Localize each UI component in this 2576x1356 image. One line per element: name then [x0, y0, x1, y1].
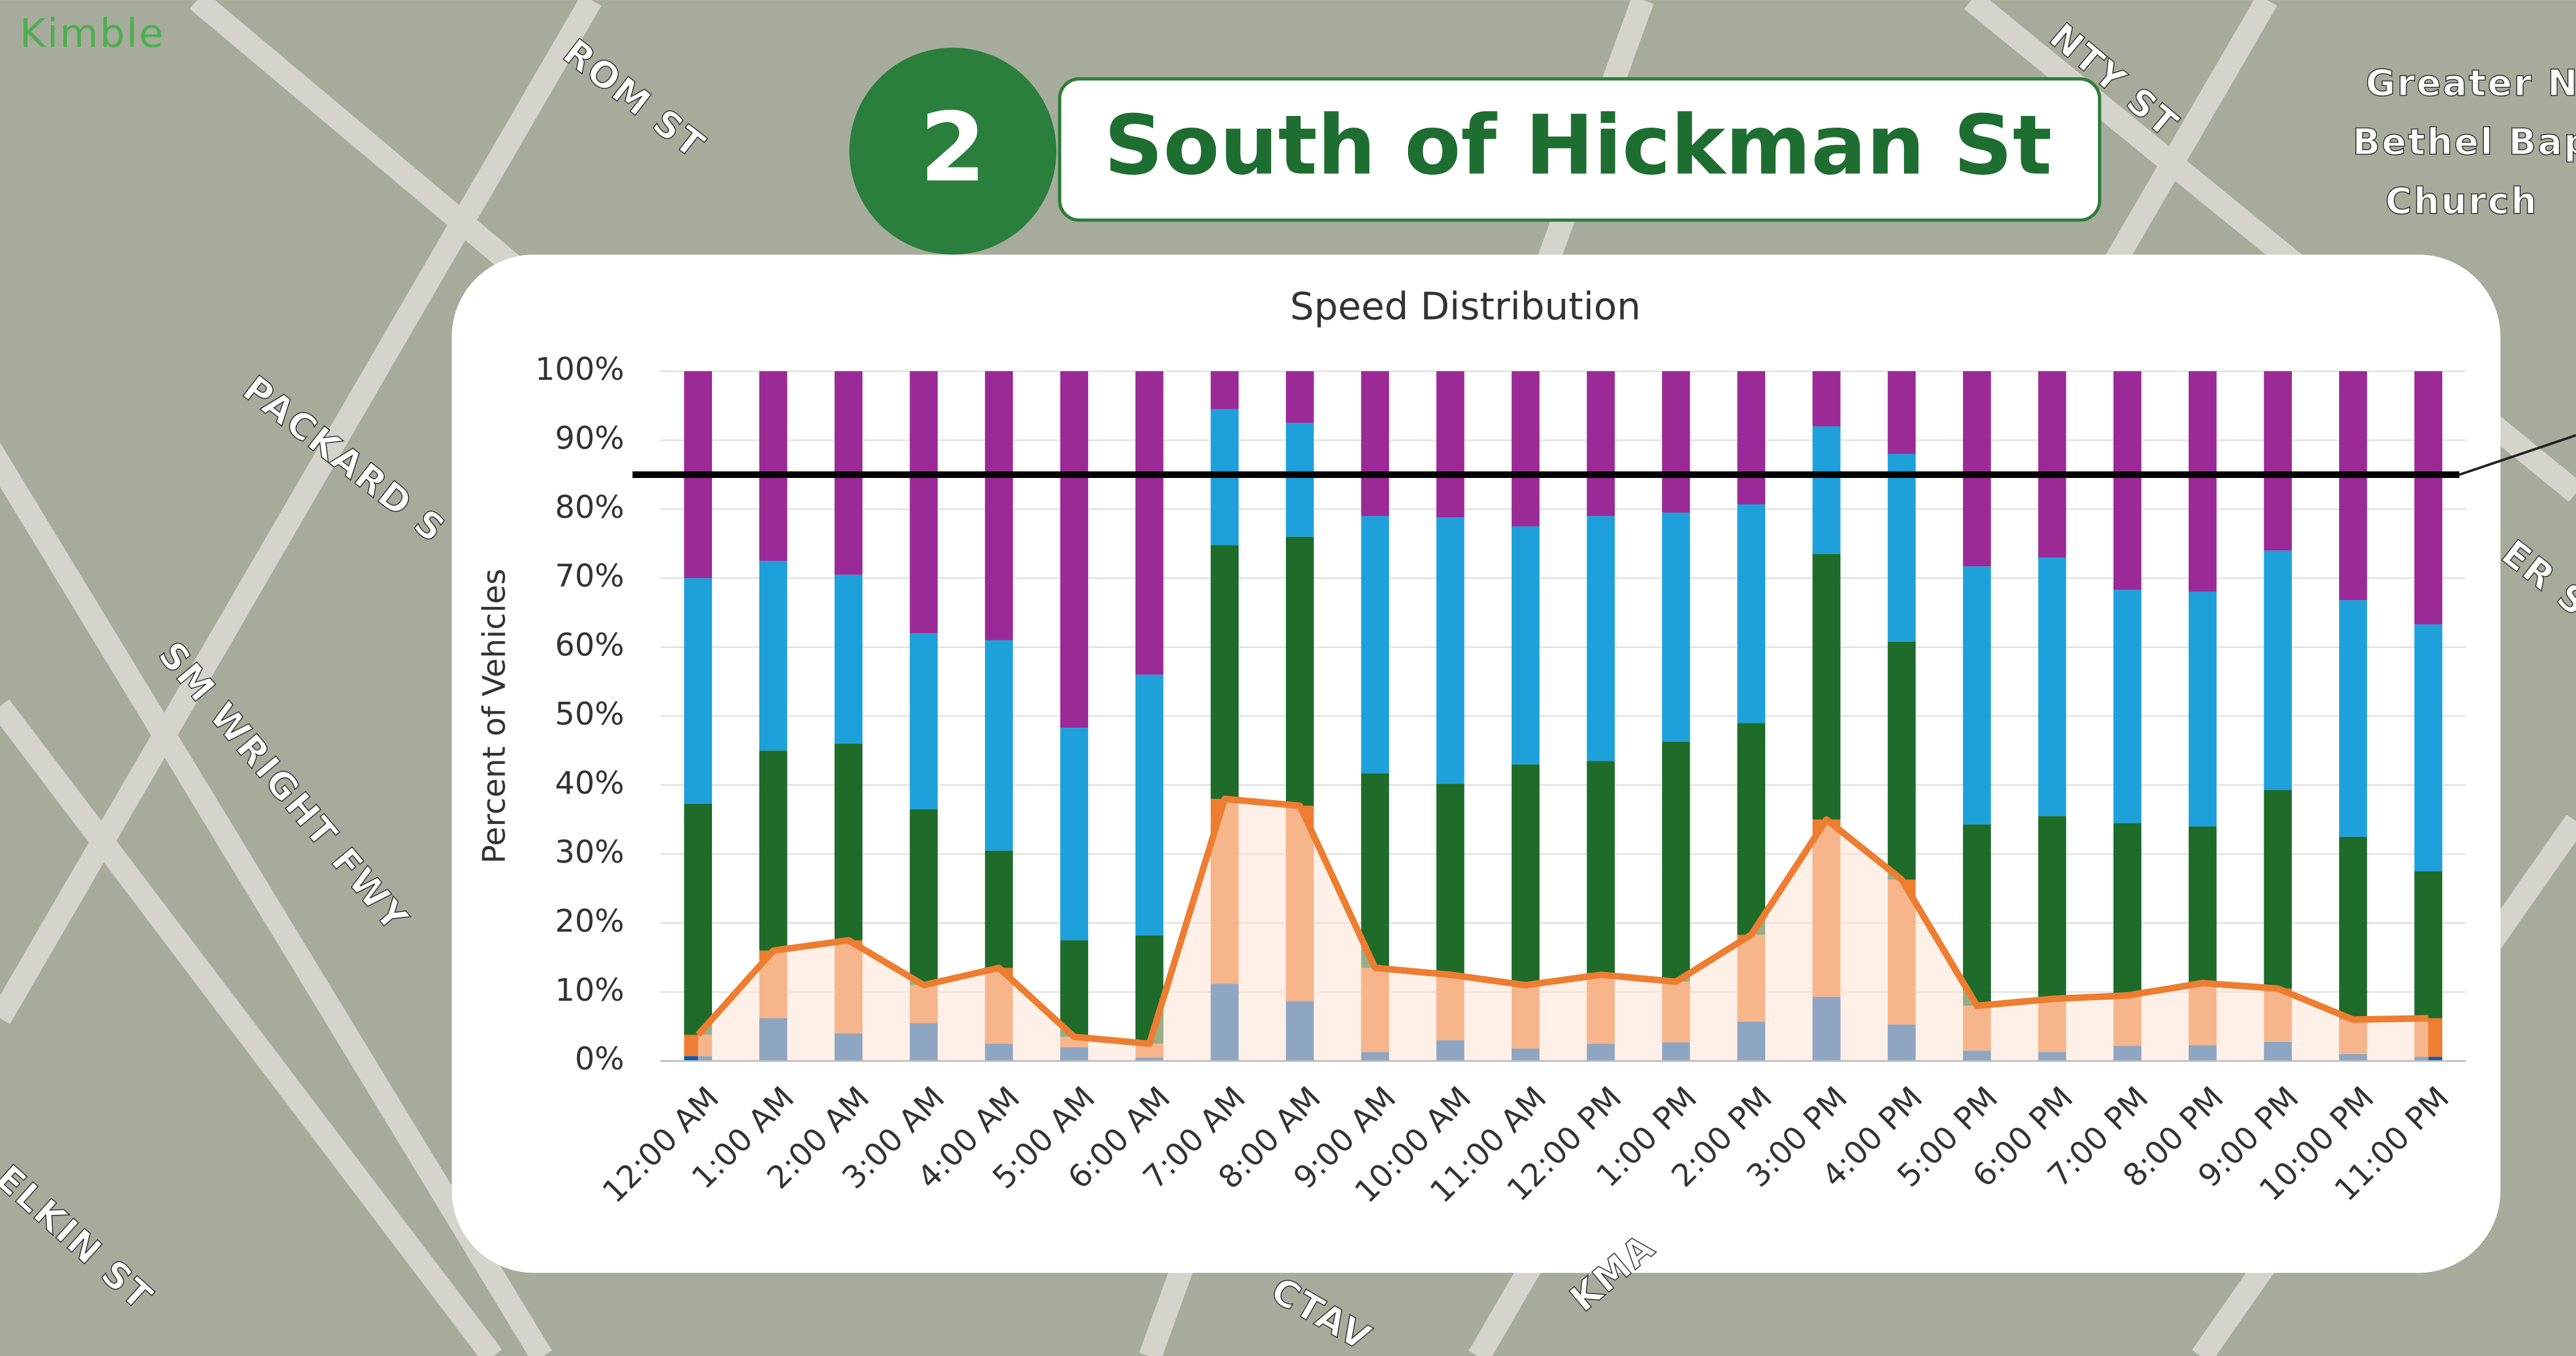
bar-segment	[1286, 371, 1314, 423]
bar-segment	[2038, 816, 2067, 999]
bar-segment	[2339, 837, 2367, 1020]
bar-segment	[2113, 823, 2141, 995]
bar-segment	[1587, 761, 1615, 975]
bar-segment	[985, 850, 1013, 968]
y-tick-label: 10%	[555, 972, 624, 1008]
bar-segment	[1662, 512, 1690, 741]
bar-segment	[2038, 371, 2067, 558]
bar-segment	[759, 750, 787, 950]
bar-segment	[1060, 728, 1088, 940]
bar-segment	[2264, 371, 2292, 550]
bar-segment	[1135, 675, 1164, 936]
bar-segment	[1587, 516, 1615, 761]
bar-segment	[1436, 517, 1464, 784]
bar-segment	[1361, 371, 1390, 516]
bar-segment	[1662, 742, 1690, 982]
y-tick-label: 80%	[555, 489, 624, 525]
bar-segment	[910, 633, 938, 809]
bar-segment	[2038, 558, 2067, 817]
bar-segment	[1512, 526, 1540, 765]
bar-segment	[1436, 371, 1464, 517]
bar-segment	[1888, 642, 1916, 880]
bar-segment	[684, 578, 713, 804]
bar-segment	[759, 561, 787, 750]
bar-segment	[1812, 426, 1841, 554]
bar-segment	[759, 371, 787, 561]
bar-segment	[2415, 625, 2443, 871]
bar-segment	[2189, 371, 2217, 592]
bar-segment	[1211, 545, 1239, 799]
screen: 2 South of Hickman St Speed Distribution…	[0, 0, 2576, 1356]
bar-segment	[2113, 371, 2141, 590]
bar-segment	[1286, 537, 1314, 806]
bar-segment	[2339, 371, 2367, 600]
map-label: Church	[2386, 180, 2539, 222]
bar-segment	[1662, 371, 1690, 512]
bar-segment	[1963, 825, 1991, 1006]
y-tick-label: 20%	[555, 903, 624, 939]
bar-segment	[1738, 504, 1766, 723]
chart-title: Speed Distribution	[1290, 284, 1641, 328]
bar-segment	[835, 744, 863, 940]
bar-segment	[1361, 516, 1390, 773]
bar-segment	[2113, 590, 2141, 823]
bar-segment	[1512, 765, 1540, 985]
y-tick-label: 100%	[535, 351, 624, 387]
y-tick-label: 60%	[555, 627, 624, 663]
bar-segment	[910, 809, 938, 985]
bar-segment	[2415, 371, 2443, 625]
map-label: Greater N	[2365, 61, 2576, 104]
bar-segment	[1512, 371, 1540, 526]
bar-segment	[910, 371, 938, 633]
bar-segment	[2264, 790, 2292, 988]
y-tick-label: 40%	[555, 765, 624, 801]
bar-segment	[1286, 423, 1314, 536]
y-tick-label: 0%	[574, 1041, 624, 1077]
bar-segment	[1436, 784, 1464, 974]
map-label: Bethel Bap	[2353, 121, 2576, 163]
bar-segment	[1812, 371, 1841, 426]
bar-segment	[2264, 550, 2292, 790]
bar-segment	[1587, 371, 1615, 516]
bar-segment	[1963, 371, 1991, 566]
bar-segment	[1888, 454, 1916, 642]
y-tick-label: 70%	[555, 558, 624, 594]
bar-segment	[1812, 554, 1841, 820]
bar-segment	[1738, 371, 1766, 504]
y-tick-label: 90%	[555, 420, 624, 456]
y-axis-label: Percent of Vehicles	[476, 569, 512, 864]
bar-segment	[1135, 371, 1164, 675]
bar-segment	[985, 371, 1013, 640]
bar-segment	[835, 575, 863, 744]
bar-segment	[2415, 871, 2443, 1018]
bar-segment	[985, 640, 1013, 850]
bar-segment	[1888, 371, 1916, 454]
bar-segment	[2189, 826, 2217, 983]
bar-segment	[1211, 371, 1239, 409]
bar-segment	[684, 804, 713, 1035]
y-tick-label: 30%	[555, 834, 624, 870]
bar-segment	[1963, 566, 1991, 824]
y-tick-label: 50%	[555, 696, 624, 732]
page-title: South of Hickman St	[1104, 98, 2052, 193]
bar-segment	[1060, 940, 1088, 1036]
bar-segment	[2189, 592, 2217, 826]
badge-number: 2	[919, 92, 986, 203]
bar-segment	[1738, 723, 1766, 934]
bar-segment	[1361, 773, 1390, 968]
bar-segment	[1060, 371, 1088, 728]
map-label: Kimble	[20, 11, 165, 57]
bar-segment	[2339, 600, 2367, 837]
